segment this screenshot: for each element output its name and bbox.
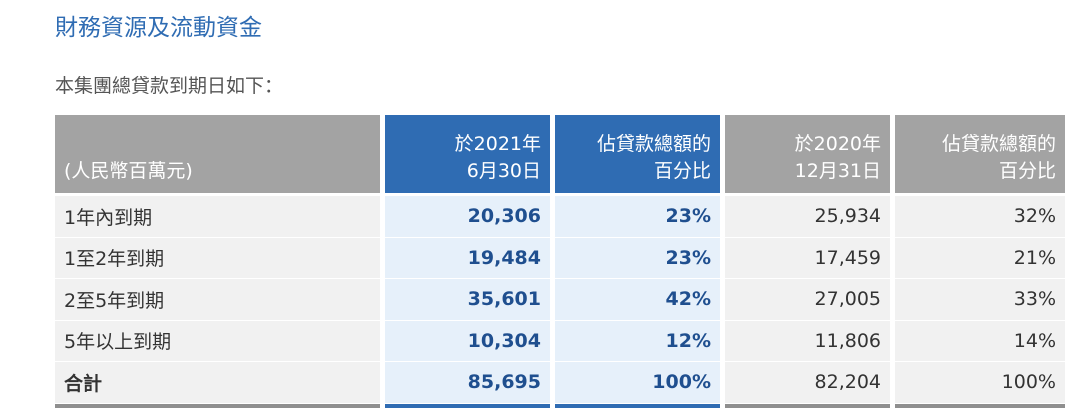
rule [555,403,720,408]
table-cell: 25,934 [725,196,890,238]
table-cell: 合計 [55,362,380,404]
subtitle: 本集團總貸款到期日如下： [55,75,284,97]
table-row: 合計 85,695 100% 82,204 100% [55,362,1065,404]
table-row: 1年內到期 20,306 23% 25,934 32% [55,196,1065,238]
header-text: 佔貸款總額的 [596,133,711,155]
table-cell: 14% [895,320,1065,362]
header-text: 百分比 [998,160,1056,182]
rule [385,403,550,408]
rule [895,403,1065,408]
header-text: 佔貸款總額的 [941,133,1056,155]
table: (人民幣百萬元) 於2021年 6月30日 佔貸款總額的 百分比 於2020年 12月31日… [55,115,1065,408]
header-text: 於2020年 [794,133,881,155]
header-text: 12月31日 [794,160,881,182]
table-cell: 1至2年到期 [55,237,380,279]
table-cell: 11,806 [725,320,890,362]
table-cell: 21% [895,237,1065,279]
header-text: 6月30日 [466,160,541,182]
table-row: 2至5年到期 35,601 42% 27,005 33% [55,279,1065,321]
table-cell: 23% [555,196,720,238]
table-cell: 42% [555,279,720,321]
table-cell: 2至5年到期 [55,279,380,321]
table-cell: 85,695 [385,362,550,404]
table-cell: 1年內到期 [55,196,380,238]
table-cell: 100% [895,362,1065,404]
table-cell: 23% [555,237,720,279]
table-cell: 5年以上到期 [55,320,380,362]
table-cell: 100% [555,362,720,404]
header-cell: 於2021年 6月30日 [385,115,550,193]
table-row: 5年以上到期 10,304 12% 11,806 14% [55,320,1065,362]
header-row: (人民幣百萬元) 於2021年 6月30日 佔貸款總額的 百分比 於2020年 12月31日… [55,115,1065,193]
table-cell: 27,005 [725,279,890,321]
table-cell: 10,304 [385,320,550,362]
table-cell: 32% [895,196,1065,238]
table-body: 1年內到期 20,306 23% 25,934 32% 1至2年到期 19,484 23% 17… [55,196,1065,404]
table-cell: 19,484 [385,237,550,279]
table-cell: 33% [895,279,1065,321]
rule [55,403,380,408]
header-cell: 佔貸款總額的百分比 [555,115,720,193]
table-cell: 35,601 [385,279,550,321]
header-text: 於2021年 [454,133,541,155]
table-row: 1至2年到期 19,484 23% 17,459 21% [55,237,1065,279]
header-text: 百分比 [653,160,711,182]
rule [725,403,890,408]
header-text: (人民幣百萬元) [64,160,193,182]
table-cell: 82,204 [725,362,890,404]
title: 財務資源及流動資金 [55,15,262,41]
table-cell: 20,306 [385,196,550,238]
header-cell: (人民幣百萬元) [55,115,380,193]
header-cell: 於2020年 12月31日 [725,115,890,193]
table-cell: 17,459 [725,237,890,279]
header-cell: 佔貸款總額的百分比 [895,115,1065,193]
bottom-rule [55,403,1065,408]
table-cell: 12% [555,320,720,362]
